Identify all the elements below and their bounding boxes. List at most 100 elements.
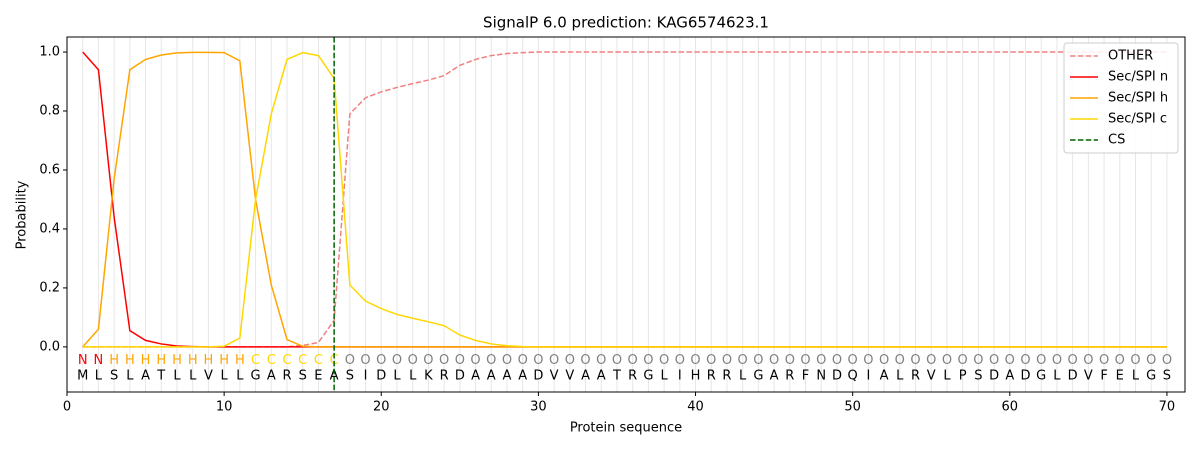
- legend-label: OTHER: [1108, 49, 1153, 64]
- residue: D: [533, 368, 543, 383]
- x-tick-label: 30: [530, 400, 547, 415]
- residue-label: O: [1130, 353, 1140, 368]
- residue-label: H: [125, 353, 135, 368]
- residue: L: [409, 368, 417, 383]
- residue: R: [440, 368, 449, 383]
- residue: T: [156, 368, 165, 383]
- residue: A: [581, 368, 590, 383]
- chart-title: SignalP 6.0 prediction: KAG6574623.1: [483, 14, 769, 32]
- residue-label: O: [738, 353, 748, 368]
- residue: G: [753, 368, 763, 383]
- residue: R: [282, 368, 291, 383]
- residue: V: [565, 368, 574, 383]
- residue-label: H: [235, 353, 245, 368]
- residue: D: [455, 368, 465, 383]
- x-tick-label: 20: [373, 400, 390, 415]
- residue-label: O: [596, 353, 606, 368]
- residue: S: [346, 368, 354, 383]
- residue-label: C: [251, 353, 260, 368]
- x-axis-label: Protein sequence: [570, 421, 682, 436]
- y-tick-label: 1.0: [39, 45, 60, 60]
- series-line: [82, 51, 1167, 348]
- residue-label: O: [455, 353, 465, 368]
- residue-label: O: [1083, 353, 1093, 368]
- residue: A: [770, 368, 779, 383]
- residue: L: [95, 368, 103, 383]
- residue: P: [959, 368, 967, 383]
- legend-label: Sec/SPI c: [1108, 112, 1167, 127]
- residue: A: [518, 368, 527, 383]
- residue: Q: [848, 368, 858, 383]
- residue-label: H: [219, 353, 229, 368]
- residue: L: [1132, 368, 1140, 383]
- residue: A: [597, 368, 606, 383]
- y-tick-label: 0.6: [39, 162, 60, 177]
- residue-label: O: [376, 353, 386, 368]
- y-tick-label: 0.0: [39, 339, 60, 354]
- residue: L: [126, 368, 134, 383]
- residue: A: [267, 368, 276, 383]
- residue-label: O: [628, 353, 638, 368]
- residue: D: [1068, 368, 1078, 383]
- x-tick-label: 40: [687, 400, 704, 415]
- residue-label: O: [565, 353, 575, 368]
- residue: S: [299, 368, 307, 383]
- residue-label: O: [533, 353, 543, 368]
- residue-label: O: [1036, 353, 1046, 368]
- residue: A: [880, 368, 889, 383]
- residue-label: O: [958, 353, 968, 368]
- residue: I: [866, 368, 870, 383]
- residue-label: O: [753, 353, 763, 368]
- residue: D: [376, 368, 386, 383]
- residue-label: H: [204, 353, 214, 368]
- residue-label: O: [690, 353, 700, 368]
- legend-label: Sec/SPI n: [1108, 70, 1168, 85]
- residue-label: O: [659, 353, 669, 368]
- x-tick-label: 10: [216, 400, 233, 415]
- residue-label: O: [612, 353, 622, 368]
- residue: A: [471, 368, 480, 383]
- residue-label: O: [832, 353, 842, 368]
- residue-label: O: [706, 353, 716, 368]
- residue: L: [1053, 368, 1061, 383]
- series-line: [82, 51, 1167, 348]
- legend: OTHER Sec/SPI n Sec/SPI h Sec/SPI c CS: [1063, 42, 1179, 154]
- residue-label: H: [172, 353, 182, 368]
- residue: S: [974, 368, 982, 383]
- residue-label: C: [330, 353, 339, 368]
- x-tick-label: 0: [63, 400, 71, 415]
- y-tick-label: 0.8: [39, 104, 60, 119]
- residue-label: O: [879, 353, 889, 368]
- residue: D: [832, 368, 842, 383]
- legend-box: [1063, 42, 1179, 154]
- residue-label: O: [800, 353, 810, 368]
- x-tick-label: 50: [844, 400, 861, 415]
- residue-label: O: [848, 353, 858, 368]
- residue: V: [927, 368, 936, 383]
- residue-label: O: [863, 353, 873, 368]
- residue: E: [1116, 368, 1124, 383]
- x-tick-label: 70: [1159, 400, 1176, 415]
- residue-label: O: [345, 353, 355, 368]
- x-tick-label: 60: [1002, 400, 1019, 415]
- residue-label: O: [1020, 353, 1030, 368]
- residue: L: [173, 368, 181, 383]
- residue-label: O: [470, 353, 480, 368]
- residue: R: [911, 368, 920, 383]
- residue-label: O: [1146, 353, 1156, 368]
- residue: A: [487, 368, 496, 383]
- residue-label: H: [188, 353, 198, 368]
- residue-label: C: [282, 353, 291, 368]
- residue: L: [393, 368, 401, 383]
- residue: A: [141, 368, 150, 383]
- residue: F: [1100, 368, 1107, 383]
- residue-label: O: [1052, 353, 1062, 368]
- residue: I: [678, 368, 682, 383]
- legend-label: CS: [1108, 133, 1125, 148]
- residue: R: [628, 368, 637, 383]
- residue-label: O: [895, 353, 905, 368]
- residue-label: O: [926, 353, 936, 368]
- residue: L: [189, 368, 197, 383]
- residue-label: O: [439, 353, 449, 368]
- residue-label: C: [298, 353, 307, 368]
